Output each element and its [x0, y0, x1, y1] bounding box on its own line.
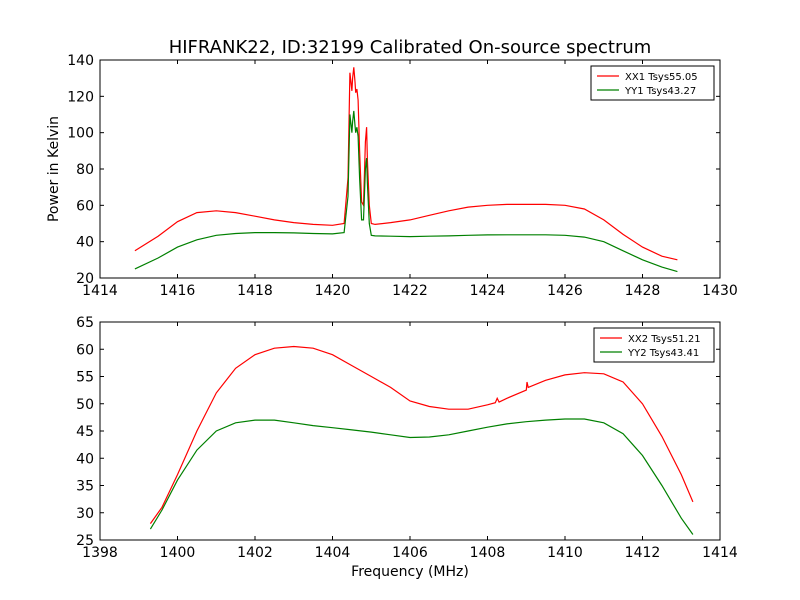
series-line-1-1 [134, 67, 678, 261]
x-tick-label-1-2: 1418 [237, 283, 273, 299]
x-tick-label-2-4: 1406 [392, 545, 428, 561]
x-tick-label-1-6: 1426 [547, 283, 583, 299]
x-tick-label-1-1: 1416 [160, 283, 196, 299]
x-tick-label-2-1: 1400 [160, 545, 196, 561]
series-line-2-1 [149, 345, 694, 524]
x-tick-label-2-5: 1408 [470, 545, 506, 561]
x-tick-label-1-8: 1430 [702, 283, 738, 299]
legend-label-1-1: XX1 Tsys55.05 [625, 72, 698, 83]
y-tick-label-1-1: 40 [76, 235, 94, 251]
x-tick-label-2-7: 1412 [625, 545, 661, 561]
series-line-1-2 [134, 110, 678, 273]
x-tick-label-2-0: 1398 [82, 545, 118, 561]
y-tick-label-2-2: 35 [76, 479, 94, 495]
plots-container: 1414 1416 1418 1420 1422 1424 1426 1428 1430 20 40… [67, 53, 738, 561]
x-tick-label-2-8: 1414 [702, 545, 738, 561]
y-tick-label-2-5: 50 [76, 397, 94, 413]
figure-title: HIFRANK22, ID:32199 Calibrated On-source… [169, 37, 652, 58]
legend-box-2 [593, 327, 715, 363]
x-axis-label: Frequency (MHz) [351, 564, 469, 580]
y-tick-label-1-3: 80 [76, 162, 94, 178]
legend-label-2-1: XX2 Tsys51.21 [628, 334, 701, 345]
x-tick-label-2-2: 1402 [237, 545, 273, 561]
y-tick-label-2-0: 25 [76, 533, 94, 549]
legend-label-1-2: YY1 Tsys43.27 [624, 86, 696, 97]
x-tick-label-2-6: 1410 [547, 545, 583, 561]
x-tick-label-1-3: 1420 [315, 283, 351, 299]
y-tick-label-1-6: 140 [67, 53, 94, 69]
y-tick-label-2-6: 55 [76, 370, 94, 386]
legend-box-1 [590, 65, 715, 101]
x-tick-label-1-4: 1422 [392, 283, 428, 299]
y-tick-label-2-8: 65 [76, 315, 94, 331]
legend-1: XX1 Tsys55.05 YY1 Tsys43.27 [590, 65, 715, 101]
y-tick-label-1-0: 20 [76, 271, 94, 287]
y-tick-label-1-5: 120 [67, 89, 94, 105]
y-tick-label-2-1: 30 [76, 506, 94, 522]
y-tick-label-2-3: 40 [76, 451, 94, 467]
legend-2: XX2 Tsys51.21 YY2 Tsys43.41 [593, 327, 715, 363]
x-tick-label-1-0: 1414 [82, 283, 118, 299]
subplot-1: 1414 1416 1418 1420 1422 1424 1426 1428 1430 20 40… [67, 53, 738, 299]
series-line-2-2 [149, 418, 694, 535]
subplot-2: 1398 1400 1402 1404 1406 1408 1410 1412 1414 25 30… [76, 315, 738, 561]
y-axis-label: Power in Kelvin [46, 116, 62, 222]
x-tick-label-1-5: 1424 [470, 283, 506, 299]
y-tick-label-2-7: 60 [76, 342, 94, 358]
legend-label-2-2: YY2 Tsys43.41 [627, 348, 699, 359]
y-tick-label-1-2: 60 [76, 198, 94, 214]
y-tick-label-2-4: 45 [76, 424, 94, 440]
x-tick-label-1-7: 1428 [625, 283, 661, 299]
x-tick-label-2-3: 1404 [315, 545, 351, 561]
y-tick-label-1-4: 100 [67, 126, 94, 142]
